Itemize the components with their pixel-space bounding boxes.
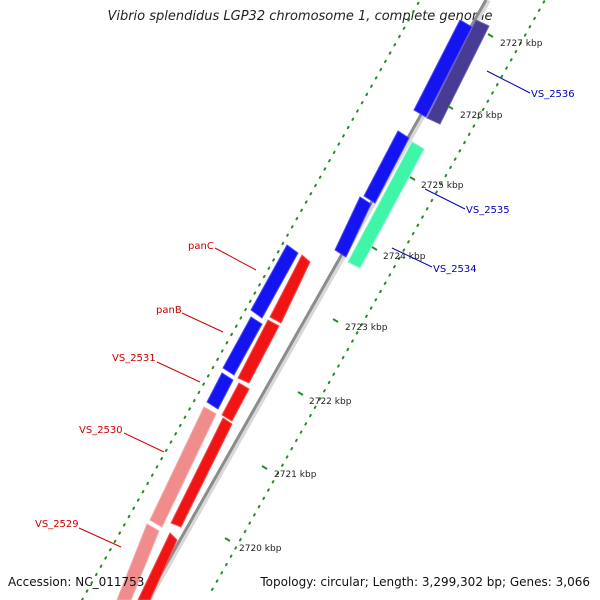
tick-labels: 2720 kbp 2721 kbp 2722 kbp 2723 kbp 2724… (239, 39, 543, 554)
gene-VS_2530-reverse-arrow[interactable] (170, 417, 233, 528)
gene-VS_2531-reverse-arrow[interactable] (221, 382, 250, 422)
leader-line (123, 432, 165, 453)
gene-panB-block[interactable] (222, 316, 263, 376)
gene-panC-reverse-arrow[interactable] (269, 254, 311, 324)
gene-panC-block[interactable] (250, 244, 299, 319)
tick-mark (224, 537, 231, 542)
leader-line (156, 361, 201, 383)
accession-label: Accession: NC_011753 (8, 575, 145, 589)
tick-label: 2722 kbp (309, 397, 352, 407)
tick-label: 2725 kbp (421, 181, 464, 191)
tick-label: 2726 kbp (460, 111, 503, 121)
tick-mark (297, 391, 304, 396)
tick-label: 2727 kbp (500, 39, 543, 49)
tick-label: 2721 kbp (274, 470, 317, 480)
tick-mark (261, 465, 268, 470)
gene-VS_2530-block[interactable] (149, 406, 217, 528)
gene-label-panC[interactable]: panC (188, 241, 214, 252)
gene-label-VS_2529[interactable]: VS_2529 (35, 519, 79, 530)
tick-label: 2720 kbp (239, 544, 282, 554)
gene-VS_2531-block[interactable] (206, 372, 234, 410)
gene-label-panB[interactable]: panB (156, 305, 182, 316)
map-title: Vibrio splendidus LGP32 chromosome 1, co… (107, 9, 493, 24)
leader-line (78, 527, 122, 548)
gene-VS_2536-purple-block[interactable] (426, 19, 490, 125)
gene-label-VS_2535[interactable]: VS_2535 (466, 205, 510, 216)
leader-line (214, 247, 257, 271)
gene-VS_2529-reverse-arrow[interactable] (137, 532, 178, 600)
gene-label-VS_2536[interactable]: VS_2536 (531, 89, 575, 100)
gene-label-VS_2534[interactable]: VS_2534 (433, 264, 477, 275)
tick-mark (409, 176, 416, 181)
gene-label-VS_2531[interactable]: VS_2531 (112, 353, 156, 364)
gene-VS_2535-teal-block[interactable] (347, 141, 425, 269)
gene-panB-reverse-arrow[interactable] (237, 319, 280, 384)
tick-mark (447, 105, 454, 110)
gene-VS_2535-forward-block[interactable] (363, 130, 410, 204)
tick-mark (332, 318, 339, 323)
tick-guide-outer (81, 0, 421, 600)
tick-label: 2723 kbp (345, 323, 388, 333)
tick-marks (224, 33, 494, 542)
tick-label: 2724 kbp (383, 252, 426, 262)
gene-labels: panC panB VS_2531 VS_2530 VS_2529 VS_253… (35, 89, 575, 530)
gene-label-VS_2530[interactable]: VS_2530 (79, 425, 123, 436)
genome-summary: Topology: circular; Length: 3,299,302 bp… (260, 575, 590, 589)
label-leaders (78, 70, 531, 548)
leader-line (486, 70, 531, 94)
leader-line (391, 247, 433, 268)
gene-VS_2534-forward-block[interactable] (334, 196, 372, 258)
leader-line (424, 188, 466, 210)
gene-VS_2529-block[interactable] (116, 523, 160, 600)
tick-mark (487, 33, 494, 38)
leader-line (181, 312, 224, 333)
tick-mark (371, 246, 378, 251)
